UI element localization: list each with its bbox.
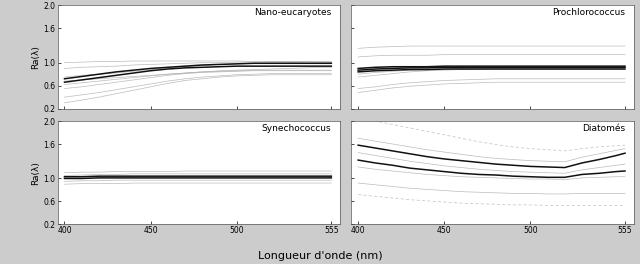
Y-axis label: Ra(λ): Ra(λ) — [31, 161, 40, 185]
Y-axis label: Ra(λ): Ra(λ) — [31, 45, 40, 69]
Text: Diatomés: Diatomés — [582, 124, 625, 133]
Text: Synechococcus: Synechococcus — [262, 124, 332, 133]
Text: Prochlorococcus: Prochlorococcus — [552, 8, 625, 17]
Text: Longueur d'onde (nm): Longueur d'onde (nm) — [258, 251, 382, 261]
Text: Nano-eucaryotes: Nano-eucaryotes — [254, 8, 332, 17]
